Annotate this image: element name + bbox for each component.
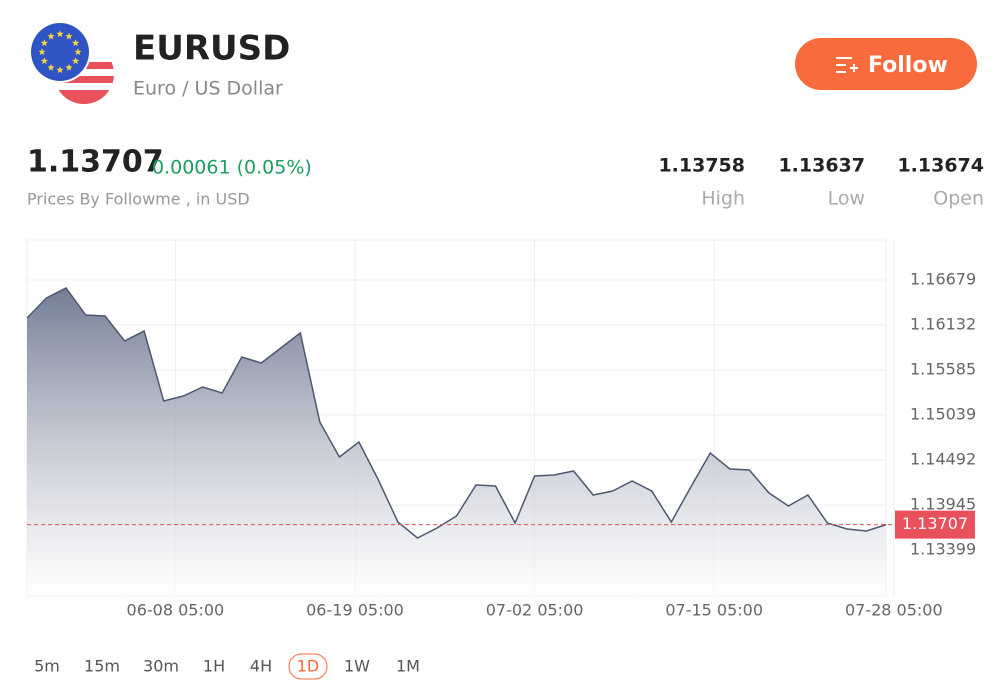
- y-tick-label: 1.14492: [910, 450, 976, 469]
- price: 1.13707: [27, 145, 164, 180]
- flag-star: [65, 63, 73, 71]
- y-tick-label: 1.16679: [910, 270, 976, 289]
- symbol-name: Euro / US Dollar: [133, 78, 283, 100]
- flag-star: [47, 32, 55, 40]
- follow-label[interactable]: Follow: [868, 53, 948, 78]
- y-tick-label: 1.16132: [910, 315, 976, 334]
- last-price-label: 1.13707: [902, 514, 968, 533]
- follow-button[interactable]: Follow: [795, 38, 977, 90]
- timeframe[interactable]: 1D: [297, 657, 320, 676]
- stat-value: 1.13637: [778, 155, 865, 177]
- price-change: 0.00061 (0.05%): [152, 157, 312, 179]
- x-tick-label: 06-19 05:00: [306, 601, 404, 620]
- y-tick-label: 1.15039: [910, 404, 976, 423]
- timeframe[interactable]: 1M: [396, 657, 420, 676]
- area-fill: [27, 288, 886, 596]
- stat-label: Open: [933, 188, 984, 210]
- timeframe[interactable]: 1H: [203, 657, 225, 676]
- flag-star: [71, 39, 80, 47]
- stat-label: High: [701, 188, 745, 210]
- y-tick-label: 1.13945: [910, 495, 976, 514]
- timeframe[interactable]: 1W: [344, 657, 370, 676]
- flag-star: [56, 66, 64, 74]
- symbol: EURUSD: [133, 29, 290, 69]
- timeframe-selected[interactable]: [288, 653, 328, 680]
- follow-icon[interactable]: [836, 57, 858, 73]
- x-tick-label: 07-02 05:00: [486, 601, 584, 620]
- timeframe[interactable]: 4H: [250, 657, 272, 676]
- stat-value: 1.13674: [897, 155, 984, 177]
- follow-bg[interactable]: [795, 38, 977, 90]
- x-tick-label: 07-28 05:00: [845, 601, 943, 620]
- flag-star: [56, 30, 64, 38]
- x-tick-label: 06-08 05:00: [127, 601, 225, 620]
- flag-star: [40, 57, 49, 65]
- stat-label: Low: [828, 188, 865, 210]
- flag-star: [74, 48, 82, 56]
- timeframe[interactable]: 5m: [34, 657, 60, 676]
- y-tick-label: 1.15585: [910, 360, 976, 379]
- y-tick-label: 1.13399: [910, 539, 976, 558]
- flag-star: [71, 57, 80, 65]
- flag-star: [65, 32, 73, 40]
- last-price-box: [895, 510, 975, 539]
- stat-value: 1.13758: [658, 155, 745, 177]
- flag-star: [38, 48, 46, 56]
- timeframe[interactable]: 15m: [84, 657, 120, 676]
- x-tick-label: 07-15 05:00: [665, 601, 763, 620]
- timeframe[interactable]: 30m: [143, 657, 179, 676]
- price-source: Prices By Followme , in USD: [27, 190, 250, 209]
- price-line: [26, 287, 887, 539]
- currency-flags: [29, 21, 114, 104]
- flag-star: [40, 39, 49, 47]
- flag-star: [47, 63, 55, 71]
